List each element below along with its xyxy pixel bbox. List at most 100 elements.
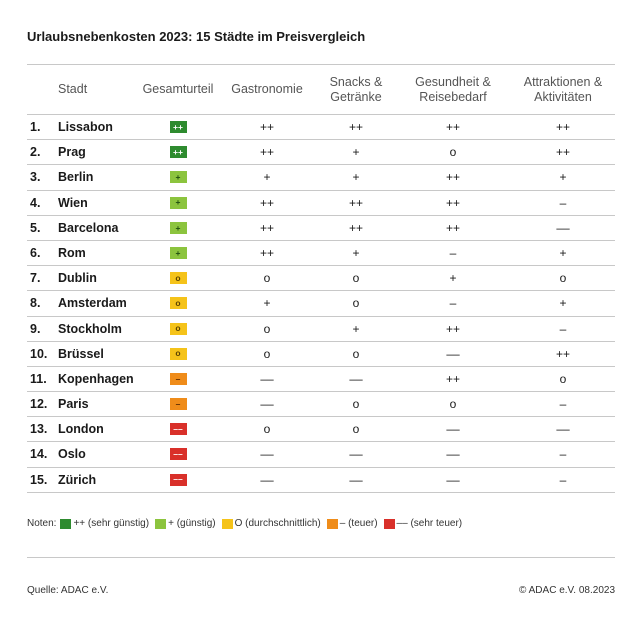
- gastronomie-cell: o: [263, 321, 271, 336]
- source-note: Quelle: ADAC e.V.: [27, 585, 109, 596]
- overall-cell: +: [139, 241, 217, 265]
- gastronomie-cell: o: [263, 422, 271, 437]
- overall-cell: –: [139, 367, 217, 391]
- rank-cell: 4.: [30, 195, 41, 210]
- gastronomie-cell: ++: [259, 245, 274, 260]
- overall-badge: –: [169, 372, 187, 385]
- gesundheit-cell: ++: [445, 321, 460, 336]
- overall-cell: +: [139, 191, 217, 215]
- table-row: 15. Zürich –– –– –– –– –: [27, 468, 615, 493]
- rank-cell: 12.: [30, 397, 48, 412]
- gastronomie-cell: o: [263, 271, 271, 286]
- table-row: 11. Kopenhagen – –– –– ++ o: [27, 367, 615, 393]
- gastronomie-cell: ++: [259, 195, 274, 210]
- legend-label: + (günstig): [168, 518, 216, 529]
- rank-cell: 3.: [30, 170, 41, 185]
- overall-cell: –: [139, 392, 217, 416]
- rank-cell: 13.: [30, 422, 48, 437]
- header-snacks: Snacks & Getränke: [329, 74, 383, 104]
- gesundheit-cell: o: [449, 397, 457, 412]
- attraktionen-cell: o: [559, 371, 567, 386]
- city-cell: Wien: [58, 195, 88, 210]
- table-row: 8. Amsterdam o + o – +: [27, 291, 615, 317]
- city-cell: Berlin: [58, 170, 94, 185]
- city-cell: Lissabon: [58, 120, 113, 134]
- table-header: Stadt Gesamturteil Gastronomie Snacks & …: [27, 64, 615, 115]
- overall-badge: +: [169, 221, 187, 234]
- city-cell: Kopenhagen: [58, 371, 134, 386]
- city-cell: Stockholm: [58, 321, 122, 336]
- gastronomie-cell: ++: [259, 220, 274, 235]
- table-row: 10. Brüssel o o o –– ++: [27, 342, 615, 367]
- copyright-note: © ADAC e.V. 08.2023: [519, 585, 615, 596]
- snacks-cell: o: [352, 296, 360, 311]
- gesundheit-cell: ––: [446, 422, 460, 437]
- overall-badge: +: [169, 171, 187, 184]
- header-attraktionen: Attraktionen & Aktivitäten: [523, 74, 603, 104]
- legend: Noten: ++ (sehr günstig) + (günstig) O (du…: [27, 518, 468, 529]
- city-cell: Barcelona: [58, 220, 119, 235]
- overall-cell: +: [139, 216, 217, 240]
- gesundheit-cell: ++: [445, 371, 460, 386]
- rank-cell: 2.: [30, 145, 41, 160]
- overall-cell: o: [139, 342, 217, 366]
- overall-badge: o: [169, 297, 187, 310]
- legend-item: – (teuer): [326, 518, 378, 529]
- overall-badge: ++: [169, 146, 187, 159]
- city-cell: Prag: [58, 145, 86, 160]
- attraktionen-cell: +: [559, 296, 567, 311]
- overall-badge: +: [169, 196, 187, 209]
- overall-badge: o: [169, 347, 187, 360]
- rank-cell: 1.: [30, 120, 41, 134]
- legend-prefix: Noten:: [27, 518, 57, 529]
- overall-badge: ––: [169, 473, 187, 486]
- snacks-cell: +: [352, 245, 360, 260]
- city-cell: Zürich: [58, 472, 97, 487]
- snacks-cell: ––: [349, 472, 363, 487]
- gastronomie-cell: ++: [259, 145, 274, 160]
- city-cell: London: [58, 422, 104, 437]
- legend-item: ++ (sehr günstig): [60, 518, 149, 529]
- snacks-cell: ++: [348, 195, 363, 210]
- footer-divider: [27, 557, 615, 558]
- attraktionen-cell: ++: [555, 346, 570, 361]
- table-row: 1. Lissabon ++ ++ ++ ++ ++: [27, 115, 615, 141]
- attraktionen-cell: o: [559, 271, 567, 286]
- chart-title: Urlaubsnebenkosten 2023: 15 Städte im Pr…: [27, 29, 366, 44]
- city-cell: Brüssel: [58, 346, 104, 361]
- table-row: 12. Paris – –– o o –: [27, 392, 615, 418]
- gesundheit-cell: –: [449, 296, 457, 311]
- gastronomie-cell: ++: [259, 120, 274, 134]
- overall-cell: ++: [139, 140, 217, 164]
- table-row: 14. Oslo –– –– –– –– –: [27, 442, 615, 468]
- legend-swatch: [383, 518, 395, 529]
- legend-swatch: [155, 518, 167, 529]
- gesundheit-cell: ––: [446, 346, 460, 361]
- header-gesamturteil: Gesamturteil: [142, 82, 214, 96]
- legend-label: – (teuer): [339, 518, 378, 529]
- attraktionen-cell: +: [559, 170, 567, 185]
- legend-item: –– (sehr teuer): [383, 518, 462, 529]
- snacks-cell: o: [352, 422, 360, 437]
- legend-swatch: [60, 518, 72, 529]
- city-cell: Oslo: [58, 447, 86, 462]
- snacks-cell: ––: [349, 447, 363, 462]
- overall-badge: o: [169, 272, 187, 285]
- overall-cell: o: [139, 266, 217, 290]
- table-row: 4. Wien + ++ ++ ++ –: [27, 191, 615, 216]
- snacks-cell: +: [352, 170, 360, 185]
- table-row: 9. Stockholm o o + ++ –: [27, 317, 615, 342]
- table-row: 3. Berlin + + + ++ +: [27, 165, 615, 191]
- gastronomie-cell: ––: [260, 447, 274, 462]
- city-cell: Amsterdam: [58, 296, 127, 311]
- overall-badge: +: [169, 246, 187, 259]
- rank-cell: 5.: [30, 220, 41, 235]
- overall-badge: ++: [169, 121, 187, 133]
- snacks-cell: +: [352, 145, 360, 160]
- table-row: 13. London –– o o –– ––: [27, 417, 615, 443]
- overall-cell: ––: [139, 417, 217, 441]
- snacks-cell: +: [352, 321, 360, 336]
- attraktionen-cell: –: [559, 472, 567, 487]
- legend-item: O (durchschnittlich): [221, 518, 321, 529]
- table-row: 6. Rom + ++ + – +: [27, 241, 615, 267]
